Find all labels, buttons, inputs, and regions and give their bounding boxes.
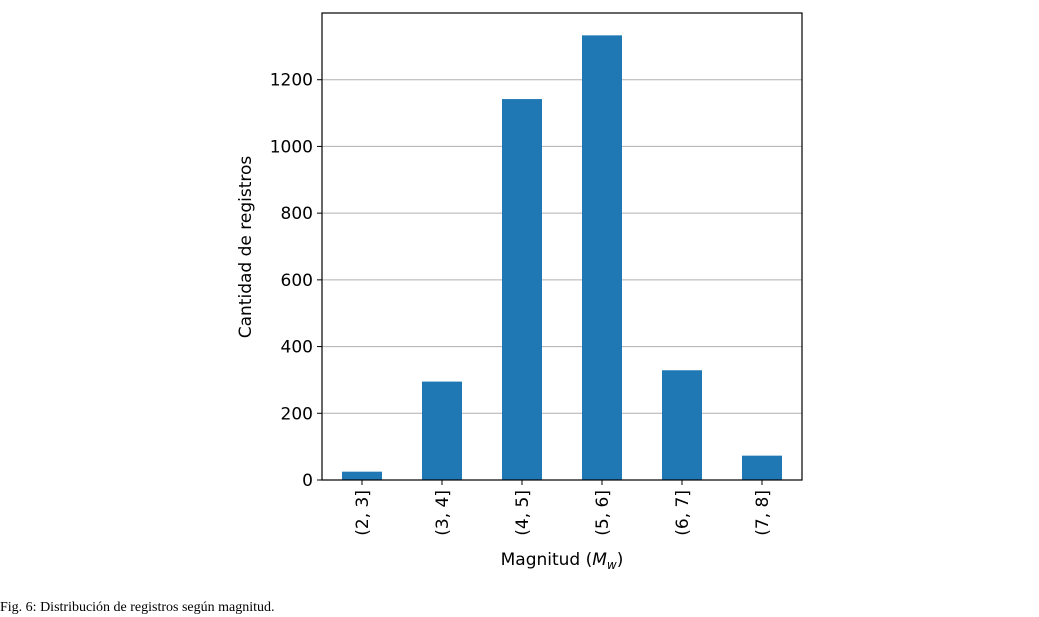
y-axis-ticks: 0 200 400 600 800 1000 1200 bbox=[270, 71, 322, 491]
y-tick-label-2: 400 bbox=[281, 338, 313, 358]
y-axis-label: Cantidad de registros bbox=[236, 156, 256, 339]
y-tick-label-0: 0 bbox=[302, 471, 313, 491]
x-axis-ticks: (2, 3] (3, 4] (4, 5] (5, 6] (6, 7] (7, 8] bbox=[353, 480, 773, 536]
x-axis-label-suffix: ) bbox=[617, 550, 624, 570]
plot-frame bbox=[321, 12, 803, 481]
y-tick-label-1: 200 bbox=[281, 404, 313, 424]
x-tick-label-4: (6, 7] bbox=[673, 490, 693, 536]
bar-2 bbox=[502, 99, 542, 480]
y-tick-label-4: 800 bbox=[281, 204, 313, 224]
x-axis-label-subscript: w bbox=[607, 558, 617, 572]
bar-0 bbox=[342, 471, 382, 480]
y-tick-label-6: 1200 bbox=[270, 71, 313, 91]
bar-5 bbox=[742, 455, 782, 480]
bar-4 bbox=[662, 370, 702, 480]
bar-3 bbox=[582, 35, 622, 481]
y-tick-label-5: 1000 bbox=[270, 137, 313, 157]
y-tick-label-3: 600 bbox=[281, 271, 313, 291]
x-axis-label: Magnitud (Mw) bbox=[501, 550, 624, 572]
grid-lines bbox=[322, 79, 802, 481]
bars bbox=[342, 35, 782, 481]
x-tick-label-3: (5, 6] bbox=[593, 490, 613, 536]
figure-caption: Fig. 6: Distribución de registros según … bbox=[0, 600, 275, 615]
x-tick-label-2: (4, 5] bbox=[513, 490, 533, 536]
bar-chart: 0 200 400 600 800 1000 1200 (2, 3] (3, 4] (4, 5]… bbox=[236, 12, 803, 572]
x-tick-label-0: (2, 3] bbox=[353, 490, 373, 536]
x-axis-label-prefix: Magnitud ( bbox=[501, 550, 593, 570]
bar-1 bbox=[422, 381, 462, 480]
x-tick-label-5: (7, 8] bbox=[753, 490, 773, 536]
x-axis-label-symbol: M bbox=[592, 550, 607, 570]
x-tick-label-1: (3, 4] bbox=[433, 490, 453, 536]
